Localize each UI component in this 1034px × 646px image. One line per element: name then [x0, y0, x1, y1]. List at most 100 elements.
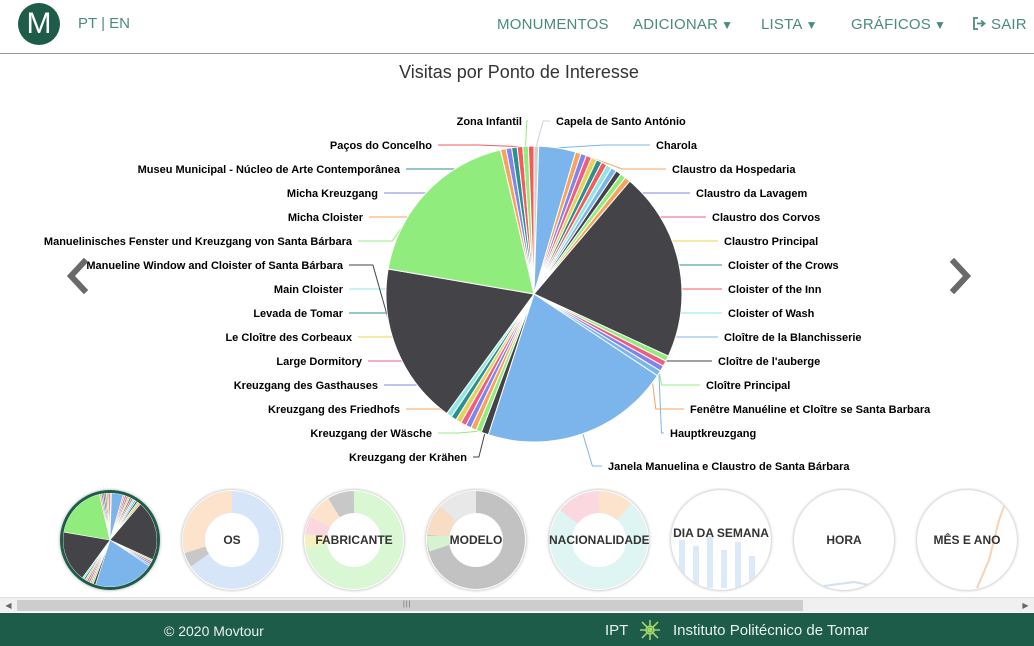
pie-slice[interactable]: [487, 293, 659, 443]
label-connector: [582, 433, 602, 467]
thumb-mes-ano-label: MÊS E ANO: [933, 533, 1001, 547]
slice-label: Hauptkreuzgang: [670, 428, 756, 440]
sign-out-icon: [973, 17, 986, 30]
slice-label: Capela de Santo António: [556, 116, 686, 128]
nav-monumentos-label: MONUMENTOS: [497, 16, 609, 33]
thumb-nacionalidade[interactable]: NACIONALIDADE: [549, 490, 649, 590]
thumb-nacionalidade-label: NACIONALIDADE: [549, 533, 649, 547]
donut-nacionalidade-icon: [550, 491, 648, 589]
ipt-label: IPT: [605, 622, 629, 639]
mini-pie-slice: [63, 493, 111, 541]
thumb-fabricante[interactable]: FABRICANTE: [304, 490, 404, 590]
slice-label: Kreuzgang der Wäsche: [310, 428, 432, 440]
caret-down-icon: ▼: [933, 18, 947, 32]
grip-icon: |||: [403, 601, 412, 608]
mini-pie-slice: [107, 493, 111, 541]
slice-label: Fenêtre Manuéline et Cloître se Santa Ba…: [690, 404, 931, 416]
next-chart-arrow-icon[interactable]: [948, 258, 974, 294]
bar-chart-icon: [679, 536, 755, 588]
mini-pie-slice: [63, 531, 111, 579]
slice-label: Janela Manuelina e Claustro de Santa Bár…: [608, 461, 850, 473]
nav-adicionar-label: ADICIONAR: [633, 16, 719, 33]
line-chart-icon: [823, 580, 885, 587]
prev-chart-arrow-icon[interactable]: [64, 258, 90, 294]
slice-label: Kreuzgang der Krähen: [349, 452, 467, 464]
nav-lista[interactable]: LISTA ▼: [761, 16, 818, 33]
label-connector: [473, 433, 486, 458]
thumb-hora-label: HORA: [826, 533, 862, 547]
lang-pt-link[interactable]: PT: [78, 15, 97, 32]
label-connector: [658, 373, 664, 434]
slice-label: Micha Kreuzgang: [287, 188, 378, 200]
thumb-modelo-label: MODELO: [449, 533, 503, 547]
scrollbar-thumb[interactable]: |||: [17, 600, 803, 611]
mini-pie-icon: [63, 493, 157, 587]
slice-label: Museu Municipal - Núcleo de Arte Contemp…: [138, 164, 401, 176]
slice-label: Paços do Concelho: [330, 140, 432, 152]
slice-label: Main Cloister: [274, 284, 344, 296]
label-connector: [525, 120, 528, 147]
pie-slice[interactable]: [385, 268, 535, 415]
slice-label: Zona Infantil: [457, 116, 522, 128]
pie-chart: Capela de Santo António Charola Claustro d…: [44, 116, 931, 473]
donut-fabricante-icon: [304, 491, 403, 589]
nav-graficos-label: GRÁFICOS: [851, 16, 931, 33]
logout-button[interactable]: SAIR: [972, 16, 1027, 33]
line-chart-icon: [976, 497, 1008, 589]
label-connector: [438, 430, 479, 434]
scroll-left-icon[interactable]: ◀: [5, 601, 12, 610]
nav-graficos[interactable]: GRÁFICOS ▼: [851, 16, 946, 33]
pie-slice[interactable]: [527, 145, 535, 295]
slice-label: Cloister of the Inn: [728, 284, 822, 296]
slice-label: Cloître de l'auberge: [718, 356, 820, 368]
thumb-modelo[interactable]: MODELO: [426, 490, 526, 590]
mini-pie-slice: [109, 503, 157, 561]
slice-label: Large Dormitory: [276, 356, 362, 368]
nav-monumentos[interactable]: MONUMENTOS: [497, 16, 609, 33]
slice-label: Le Cloître des Corbeaux: [225, 332, 352, 344]
slice-label: Claustro da Hospedaria: [672, 164, 796, 176]
slice-label: Kreuzgang des Gasthauses: [234, 380, 378, 392]
chart-title: Visitas por Ponto de Interesse: [399, 62, 639, 82]
slice-label: Manueline Window and Cloister of Santa B…: [86, 260, 343, 272]
thumb-mes-ano[interactable]: MÊS E ANO: [917, 490, 1017, 590]
lang-en-link[interactable]: EN: [109, 15, 130, 32]
slice-label: Micha Cloister: [288, 212, 364, 224]
label-connector: [438, 144, 520, 148]
slice-label: Charola: [656, 140, 698, 152]
chart-thumbnail-strip: OS FABRICANTE MODELO NACIONALIDADE: [0, 488, 1034, 594]
slice-label: Manuelinisches Fenster und Kreuzgang von…: [44, 236, 353, 248]
footer: © 2020 Movtour IPT Instituto Politécnico…: [0, 613, 1034, 646]
lang-separator: |: [96, 15, 110, 32]
scroll-right-icon[interactable]: ▶: [1022, 601, 1029, 610]
thumb-dia-semana-label: DIA DA SEMANA: [673, 526, 769, 540]
thumb-poi-pie[interactable]: [60, 490, 160, 590]
thumb-os[interactable]: OS: [182, 490, 282, 590]
slice-label: Cloister of Wash: [728, 308, 815, 320]
slice-label: Cloister of the Crows: [728, 260, 839, 272]
app-logo[interactable]: M: [18, 3, 60, 45]
slice-label: Cloître de la Blanchisserie: [724, 332, 862, 344]
thumb-hora[interactable]: HORA: [794, 490, 894, 590]
donut-modelo-icon: [427, 491, 525, 589]
slice-label: Levada de Tomar: [253, 308, 343, 320]
nav-adicionar[interactable]: ADICIONAR ▼: [633, 16, 733, 33]
slice-label: Claustro Principal: [724, 236, 818, 248]
donut-os-icon: [182, 490, 281, 589]
label-connector: [535, 120, 550, 147]
label-connector: [557, 144, 650, 149]
thumb-os-label: OS: [223, 533, 241, 547]
language-switcher: PT | EN: [78, 15, 130, 32]
pie-slice[interactable]: [387, 149, 535, 295]
copyright-text: © 2020 Movtour: [164, 623, 264, 639]
slice-label: Kreuzgang des Friedhofs: [268, 404, 400, 416]
thumb-fabricante-label: FABRICANTE: [315, 533, 393, 547]
mini-pie-slice: [95, 539, 150, 587]
horizontal-scrollbar[interactable]: ◀ ||| ▶: [0, 597, 1034, 612]
institution-name: Instituto Politécnico de Tomar: [673, 622, 869, 639]
slice-label: Claustro dos Corvos: [712, 212, 820, 224]
thumb-dia-semana[interactable]: DIA DA SEMANA: [671, 490, 771, 590]
pie-slice[interactable]: [533, 180, 683, 357]
logout-label: SAIR: [991, 16, 1027, 33]
top-navbar: M PT | EN MONUMENTOS ADICIONAR ▼ LISTA ▼ G…: [0, 0, 1034, 54]
